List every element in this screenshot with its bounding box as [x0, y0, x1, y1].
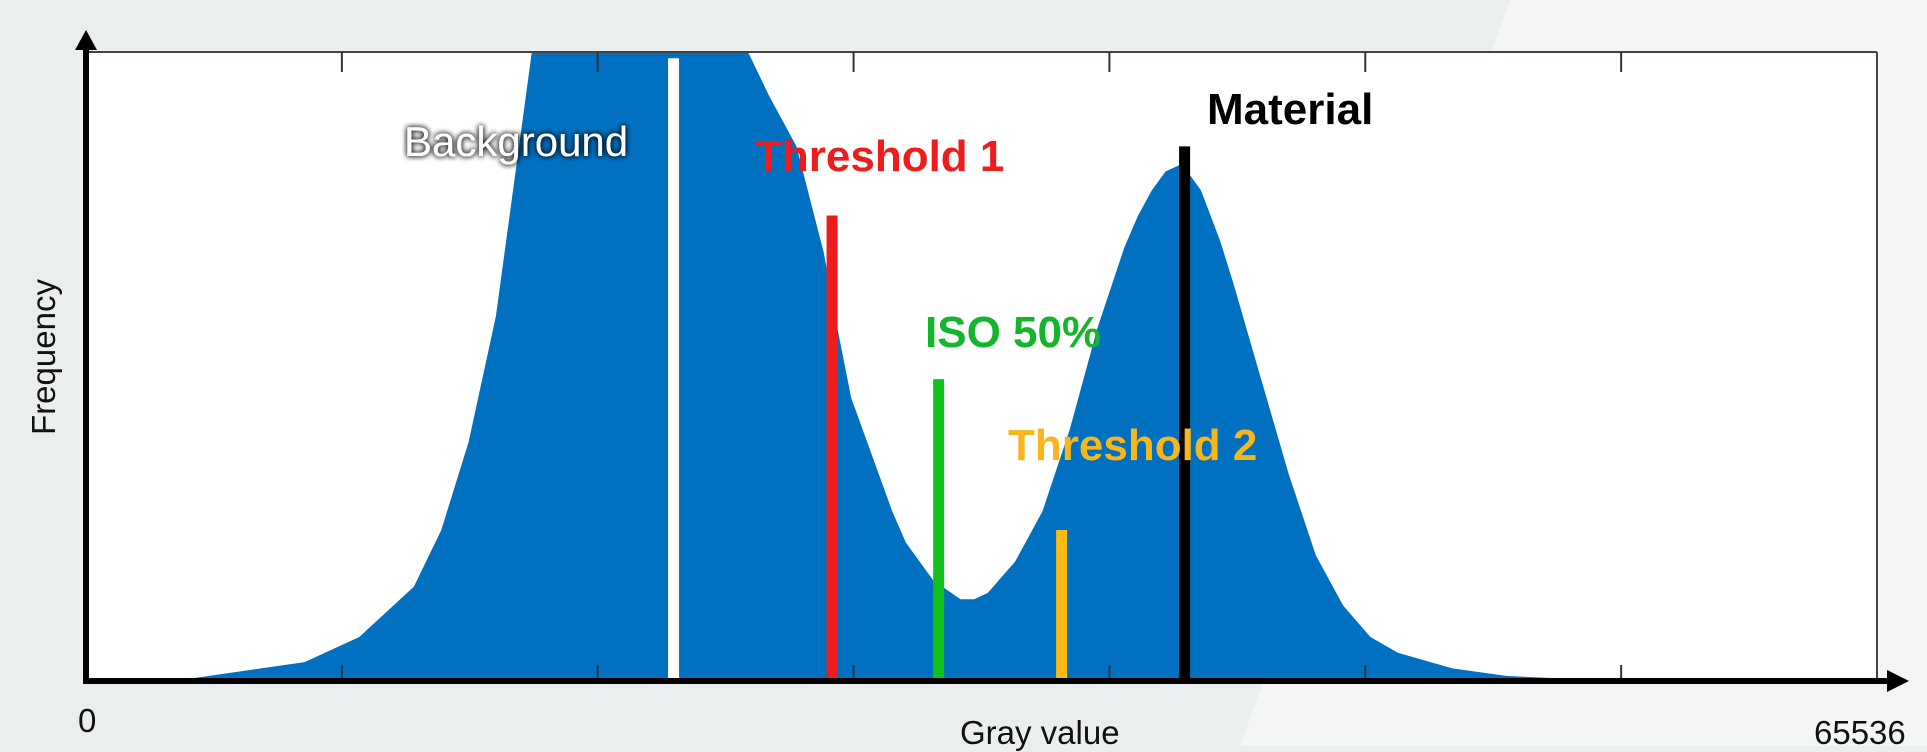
x-tick-label-min: 0: [78, 702, 97, 739]
histogram-area: [86, 52, 1877, 681]
marker-label: Background: [404, 118, 628, 165]
marker-label: Material: [1207, 85, 1373, 134]
marker-label: Threshold 2: [1008, 421, 1257, 470]
y-axis-arrow: [75, 30, 97, 50]
x-axis-label: Gray value: [960, 714, 1120, 751]
marker-label: ISO 50%: [925, 308, 1101, 357]
y-axis-label: Frequency: [25, 279, 62, 435]
x-axis-arrow: [1887, 670, 1909, 692]
plot-area: [86, 52, 1877, 681]
marker-label: Threshold 1: [755, 132, 1004, 181]
x-tick-label-max: 65536: [1814, 714, 1906, 751]
